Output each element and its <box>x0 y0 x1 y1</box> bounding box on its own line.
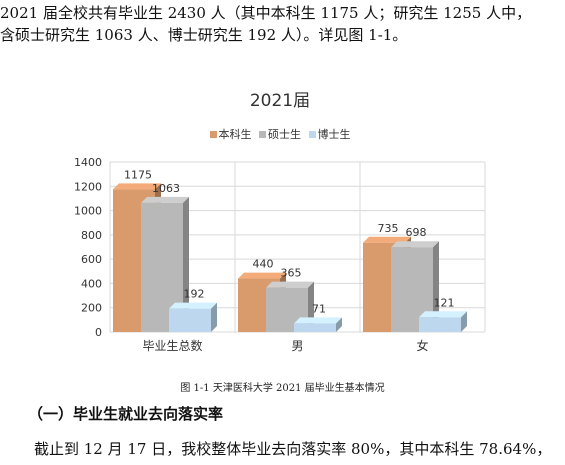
intro-paragraph-line-2: 含硕士研究生 1063 人、博士研究生 192 人）。详见图 1-1。 <box>0 26 408 44</box>
intro-paragraph-line-1: 2021 届全校共有毕业生 2430 人（其中本科生 1175 人；研究生 12… <box>0 4 532 22</box>
legend-item-master: 硕士生 <box>259 126 301 142</box>
data-label: 365 <box>281 267 302 280</box>
bar <box>294 323 336 332</box>
chart-title: 2021届 <box>249 91 311 111</box>
x-category-label: 毕业生总数 <box>142 338 202 353</box>
legend-swatch-undergrad <box>209 130 217 138</box>
x-category-label: 女 <box>416 338 428 353</box>
bar-side <box>183 196 189 332</box>
bar-top <box>141 196 189 203</box>
data-label: 121 <box>434 296 455 309</box>
body-paragraph: 截止到 12 月 17 日，我校整体毕业去向落实率 80%，其中本科生 78.6… <box>34 440 552 458</box>
y-tick-label: 1200 <box>74 180 102 193</box>
bar-top <box>266 281 314 288</box>
legend-item-doctor: 博士生 <box>308 126 351 142</box>
bar <box>419 317 461 332</box>
y-tick-label: 200 <box>81 302 102 315</box>
legend-swatch-doctor <box>308 130 316 138</box>
data-label: 440 <box>253 258 274 271</box>
data-label: 1175 <box>124 168 152 181</box>
legend-label-doctor: 博士生 <box>317 128 351 141</box>
y-tick-label: 1000 <box>74 205 102 218</box>
bar-top <box>391 241 439 248</box>
data-label: 735 <box>378 222 399 235</box>
bar-top <box>113 183 161 190</box>
bar <box>169 308 211 332</box>
bar-side <box>433 241 439 332</box>
y-tick-label: 600 <box>81 253 102 266</box>
bar-side <box>461 311 467 332</box>
figure-caption: 图 1-1 天津医科大学 2021 届毕业生基本情况 <box>180 383 385 394</box>
bar-top <box>238 272 286 279</box>
y-tick-label: 800 <box>81 229 102 242</box>
y-tick-label: 0 <box>95 326 102 339</box>
bar-top <box>169 302 217 309</box>
legend-item-undergrad: 本科生 <box>209 126 252 142</box>
bar-side <box>211 302 217 332</box>
y-tick-label: 1400 <box>74 156 102 169</box>
data-label: 71 <box>312 302 326 315</box>
data-label: 1063 <box>152 182 180 195</box>
graduates-bar-chart: 0 200 400 600 800 1000 1200 1400 1175 1063 192 毕业生总… <box>60 82 500 377</box>
section-heading: （一）毕业生就业去向落实率 <box>28 405 224 423</box>
bar-top <box>419 311 467 318</box>
data-label: 698 <box>406 226 427 239</box>
legend-swatch-master <box>259 130 266 138</box>
chart-legend: 本科生 硕士生 博士生 <box>60 126 500 142</box>
legend-label-master: 硕士生 <box>268 128 301 141</box>
y-tick-label: 400 <box>81 277 102 290</box>
legend-label-undergrad: 本科生 <box>218 128 252 141</box>
data-label: 192 <box>184 288 205 301</box>
x-category-label: 男 <box>291 339 303 353</box>
bar-side <box>336 317 342 332</box>
bar-top <box>294 317 342 324</box>
